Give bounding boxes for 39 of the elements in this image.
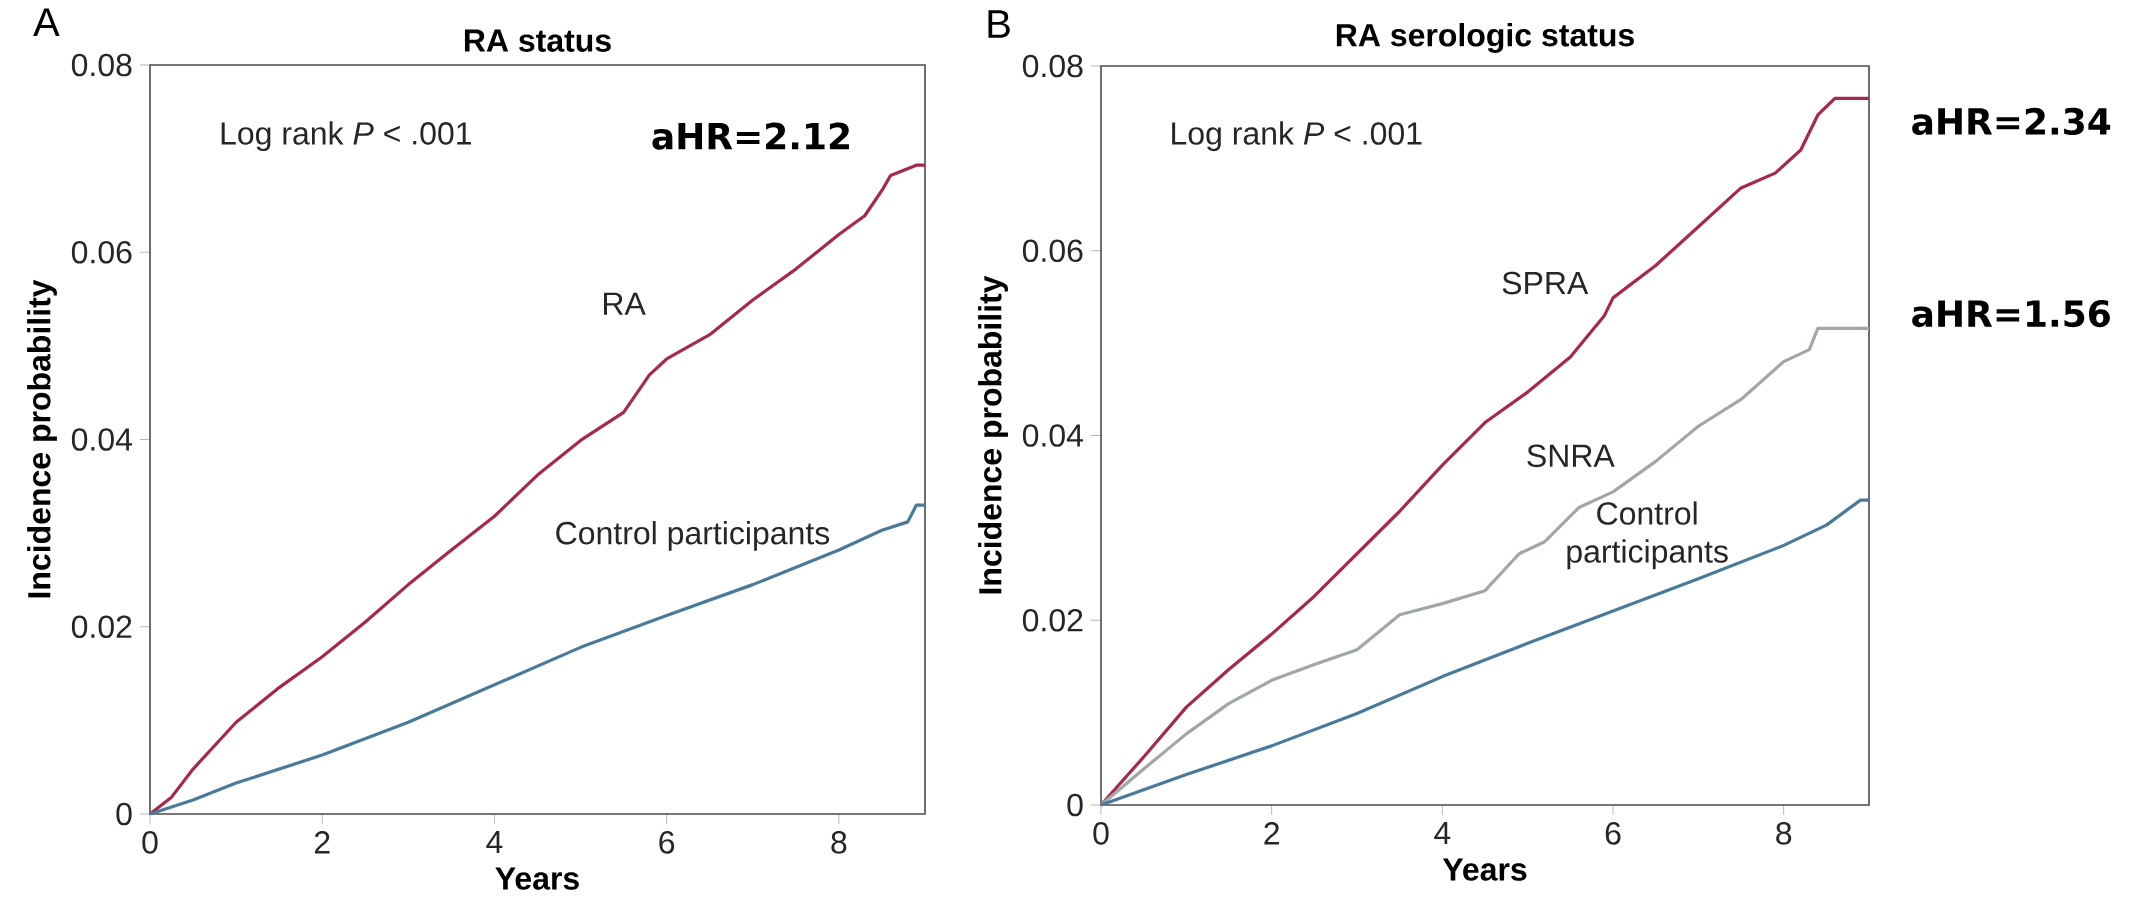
y-tick-label: 0 xyxy=(116,802,132,826)
y-tick-label: 0.02 xyxy=(71,615,132,639)
annotation: aHR=2.12 xyxy=(652,122,849,150)
y-tick-label: 0.02 xyxy=(1022,608,1083,632)
x-tick-label: 2 xyxy=(1264,822,1279,845)
series-label: Control participants xyxy=(556,521,830,551)
series-label: SNRA xyxy=(1527,444,1615,468)
y-tick-label: 0 xyxy=(1067,793,1083,817)
x-tick-label: 8 xyxy=(1776,822,1792,845)
x-axis-title: Years xyxy=(495,867,579,890)
series-label: SPRA xyxy=(1502,271,1589,295)
annotation: Log rank P < .001 xyxy=(221,121,471,152)
chart-title: RA status xyxy=(464,29,611,52)
text: B xyxy=(988,10,1010,38)
y-axis-title: Incidence probability xyxy=(27,279,57,598)
series-label: Control participants xyxy=(1567,501,1728,570)
y-tick-label: 0.04 xyxy=(71,428,132,451)
x-tick-label: 4 xyxy=(1434,822,1451,845)
x-tick-label: 0 xyxy=(1093,822,1109,845)
y-tick-label: 0.08 xyxy=(1022,54,1083,78)
text: aHR=1.56 xyxy=(1912,299,2110,328)
text: aHR=2.34 xyxy=(1912,107,2111,136)
y-tick-label: 0.06 xyxy=(71,240,132,264)
y-tick-label: 0.06 xyxy=(1022,239,1083,263)
line-series xyxy=(148,163,927,816)
x-tick-label: 0 xyxy=(142,831,158,854)
x-tick-label: 6 xyxy=(659,831,675,854)
chart-title: RA serologic status xyxy=(1336,22,1634,53)
annotation: Log rank P < .001 xyxy=(1172,121,1422,152)
x-tick-label: 8 xyxy=(831,831,847,854)
y-tick-label: 0.08 xyxy=(71,53,132,77)
x-tick-label: 2 xyxy=(314,831,330,854)
x-axis-title: Years xyxy=(1442,858,1527,881)
text: A xyxy=(33,8,60,36)
y-tick-label: 0.04 xyxy=(1022,424,1083,447)
x-tick-label: 6 xyxy=(1605,822,1621,845)
x-tick-label: 4 xyxy=(486,831,503,854)
y-axis-title: Incidence probability xyxy=(978,275,1008,594)
series-label: RA xyxy=(604,292,646,315)
